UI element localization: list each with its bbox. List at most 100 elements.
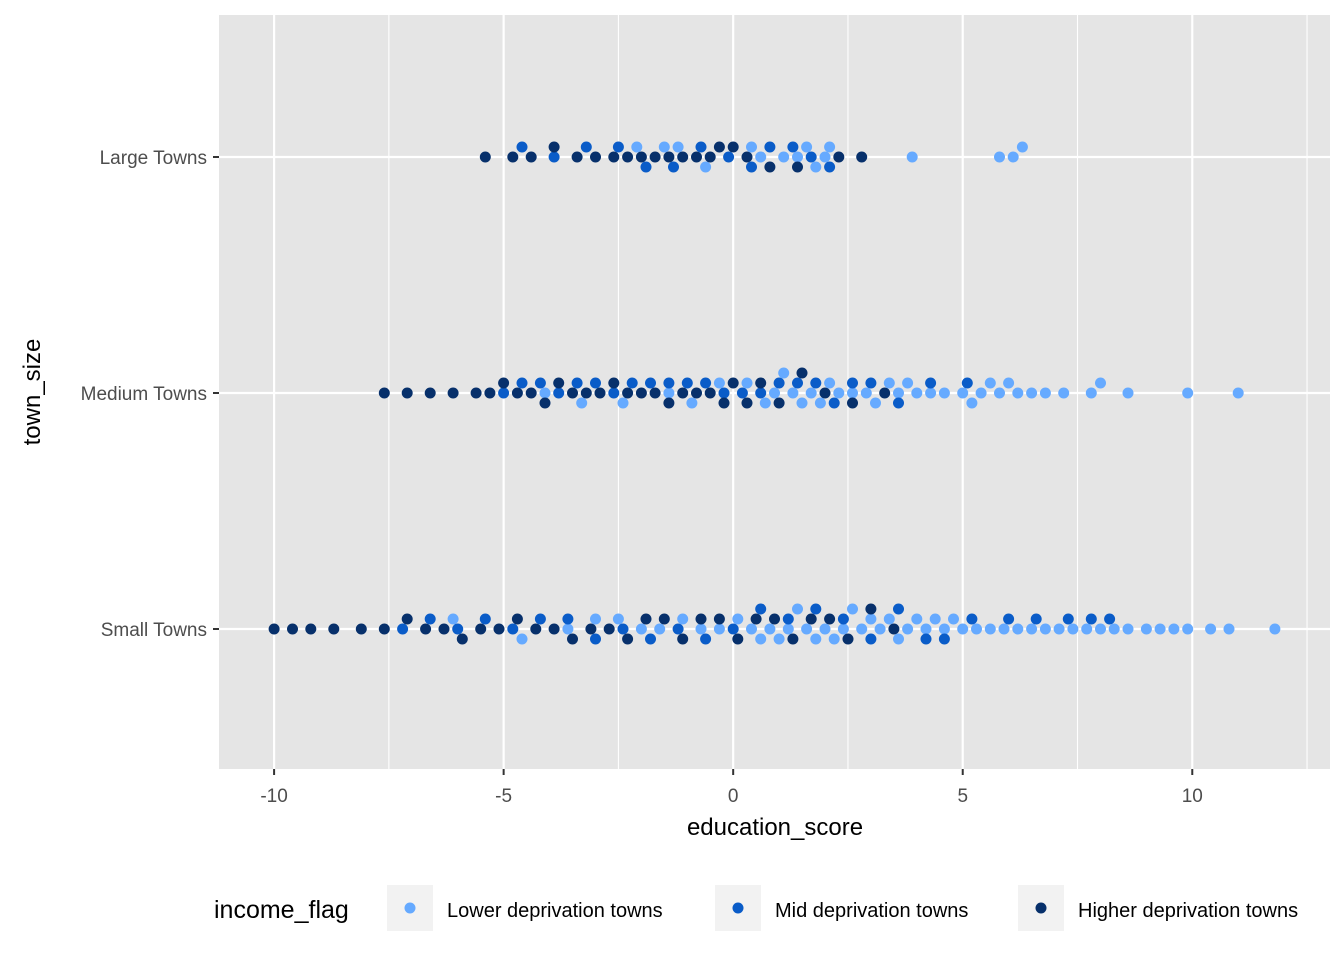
data-point [755, 603, 767, 615]
data-point [713, 141, 725, 153]
data-point [764, 141, 776, 153]
data-point [580, 387, 592, 399]
data-point [805, 613, 817, 625]
data-point [819, 623, 831, 635]
x-axis-title: education_score [687, 814, 863, 841]
data-point [792, 161, 803, 173]
data-point [810, 377, 822, 389]
data-point [355, 623, 367, 635]
data-point [654, 623, 666, 635]
data-point [888, 623, 900, 635]
data-point [1039, 387, 1051, 399]
data-point [1108, 623, 1120, 635]
data-point [764, 161, 776, 173]
data-point [1232, 387, 1244, 399]
data-point [562, 613, 574, 625]
data-point [704, 387, 716, 399]
data-point [787, 633, 799, 645]
data-point [746, 161, 757, 173]
data-point [397, 623, 409, 635]
data-point [677, 613, 689, 625]
data-point [663, 387, 675, 399]
data-point [645, 377, 656, 389]
data-point [567, 387, 578, 399]
data-point [769, 387, 780, 399]
data-point [438, 623, 450, 635]
data-point [608, 151, 620, 163]
data-point [612, 613, 624, 625]
data-point [530, 623, 542, 635]
data-point [893, 397, 904, 409]
data-point [548, 141, 560, 153]
data-point [792, 377, 803, 389]
data-point [1122, 387, 1134, 399]
data-point [755, 151, 767, 163]
data-point [746, 141, 757, 153]
data-point [635, 387, 647, 399]
data-point [787, 141, 799, 153]
data-point [580, 141, 592, 153]
data-point [893, 387, 904, 399]
data-point [782, 613, 794, 625]
data-point [1062, 613, 1074, 625]
data-point [994, 387, 1005, 399]
data-point [984, 377, 996, 389]
data-point [516, 633, 528, 645]
data-point [525, 387, 537, 399]
data-point [603, 623, 615, 635]
x-tick-label: 5 [957, 786, 968, 807]
data-point [828, 633, 840, 645]
data-point [695, 613, 707, 625]
data-point [911, 613, 923, 625]
data-point [925, 377, 937, 389]
data-point [622, 151, 634, 163]
data-point [847, 603, 858, 615]
data-point [938, 387, 950, 399]
data-point [773, 397, 785, 409]
data-point [874, 623, 886, 635]
data-point [649, 387, 661, 399]
data-point [1007, 151, 1019, 163]
data-point [663, 151, 675, 163]
data-point [847, 377, 858, 389]
data-point [865, 633, 877, 645]
data-point [635, 151, 647, 163]
data-point [493, 623, 505, 635]
data-point [870, 397, 881, 409]
legend: income_flag Lower deprivation towns Mid … [214, 885, 1298, 931]
data-point [833, 151, 845, 163]
data-point [1095, 377, 1106, 389]
legend-label-mid: Mid deprivation towns [775, 900, 968, 922]
data-point [865, 613, 877, 625]
data-point [847, 387, 858, 399]
data-point [778, 367, 790, 379]
data-point [736, 387, 748, 399]
data-point [479, 613, 491, 625]
data-point [553, 377, 565, 389]
data-point [727, 141, 739, 153]
data-point [824, 141, 836, 153]
y-axis-title: town_size [19, 339, 46, 446]
data-point [571, 151, 583, 163]
data-point [590, 151, 601, 163]
data-point [677, 387, 689, 399]
data-point [525, 151, 537, 163]
data-point [787, 387, 799, 399]
legend-title: income_flag [214, 896, 349, 924]
legend-swatch-mid [732, 902, 744, 914]
data-point [456, 633, 468, 645]
data-point [1053, 623, 1065, 635]
data-point [741, 377, 753, 389]
data-point [1016, 141, 1028, 153]
data-point [287, 623, 298, 635]
x-tick-label: -10 [260, 786, 287, 807]
data-point [925, 387, 937, 399]
data-points [268, 141, 1281, 645]
data-point [668, 161, 679, 173]
data-point [782, 623, 794, 635]
data-point [1058, 387, 1070, 399]
data-point [796, 397, 808, 409]
data-point [824, 613, 836, 625]
data-point [814, 397, 826, 409]
